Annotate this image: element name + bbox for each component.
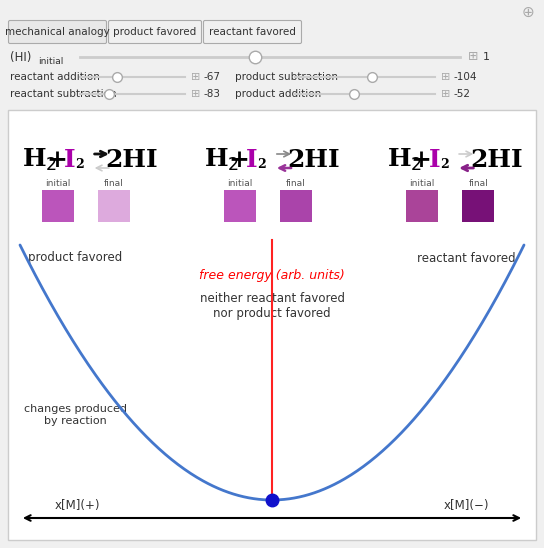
Text: free energy (arb. units): free energy (arb. units) xyxy=(199,270,345,283)
Text: reactant addition: reactant addition xyxy=(10,72,100,82)
Text: initial: initial xyxy=(38,56,63,66)
Text: neither reactant favored: neither reactant favored xyxy=(200,292,344,305)
Text: I: I xyxy=(429,148,440,172)
Bar xyxy=(224,190,256,222)
Text: final: final xyxy=(286,179,306,188)
Text: I: I xyxy=(64,148,76,172)
FancyBboxPatch shape xyxy=(9,20,107,43)
Text: reactant favored: reactant favored xyxy=(209,27,296,37)
Text: final: final xyxy=(468,179,488,188)
Text: +: + xyxy=(228,148,250,172)
Text: product addition: product addition xyxy=(235,89,322,99)
Bar xyxy=(280,190,312,222)
Text: initial: initial xyxy=(227,179,252,188)
Text: 2: 2 xyxy=(258,158,267,172)
Text: ⊞: ⊞ xyxy=(191,72,200,82)
Text: I: I xyxy=(246,148,258,172)
Text: -52: -52 xyxy=(453,89,470,99)
Text: 1: 1 xyxy=(483,52,490,62)
Text: H$_2$: H$_2$ xyxy=(22,147,57,173)
Text: ⊞: ⊞ xyxy=(441,72,450,82)
Bar xyxy=(98,190,130,222)
Text: H$_2$: H$_2$ xyxy=(205,147,239,173)
Text: nor product favored: nor product favored xyxy=(213,307,331,321)
Text: mechanical analogy: mechanical analogy xyxy=(5,27,110,37)
Text: H$_2$: H$_2$ xyxy=(387,147,422,173)
Text: ⊞: ⊞ xyxy=(191,89,200,99)
Text: ⊕: ⊕ xyxy=(522,4,534,20)
Text: -83: -83 xyxy=(203,89,220,99)
Text: x[M](+): x[M](+) xyxy=(55,499,101,512)
Text: product favored: product favored xyxy=(113,27,196,37)
Text: 2HI: 2HI xyxy=(106,148,158,172)
Text: -67: -67 xyxy=(203,72,220,82)
Text: product favored: product favored xyxy=(28,252,122,265)
Text: -104: -104 xyxy=(453,72,477,82)
FancyBboxPatch shape xyxy=(8,110,536,540)
Text: 2: 2 xyxy=(76,158,84,172)
Text: initial: initial xyxy=(45,179,70,188)
Text: changes produced
by reaction: changes produced by reaction xyxy=(23,404,127,426)
Text: x[M](−): x[M](−) xyxy=(443,499,489,512)
Text: +: + xyxy=(411,148,432,172)
Text: final: final xyxy=(104,179,123,188)
Text: +: + xyxy=(46,148,67,172)
Text: reactant favored: reactant favored xyxy=(417,252,516,265)
FancyBboxPatch shape xyxy=(108,20,201,43)
Text: 2: 2 xyxy=(440,158,449,172)
Text: ⊞: ⊞ xyxy=(441,89,450,99)
Text: 2HI: 2HI xyxy=(470,148,523,172)
Text: initial: initial xyxy=(410,179,435,188)
Text: ⊞: ⊞ xyxy=(468,50,479,64)
Bar xyxy=(406,190,438,222)
Text: (HI): (HI) xyxy=(10,50,32,64)
FancyBboxPatch shape xyxy=(203,20,301,43)
Bar xyxy=(462,190,494,222)
Text: product subtraction: product subtraction xyxy=(235,72,338,82)
Text: reactant subtraction: reactant subtraction xyxy=(10,89,116,99)
Text: 2HI: 2HI xyxy=(288,148,341,172)
Bar xyxy=(42,190,74,222)
